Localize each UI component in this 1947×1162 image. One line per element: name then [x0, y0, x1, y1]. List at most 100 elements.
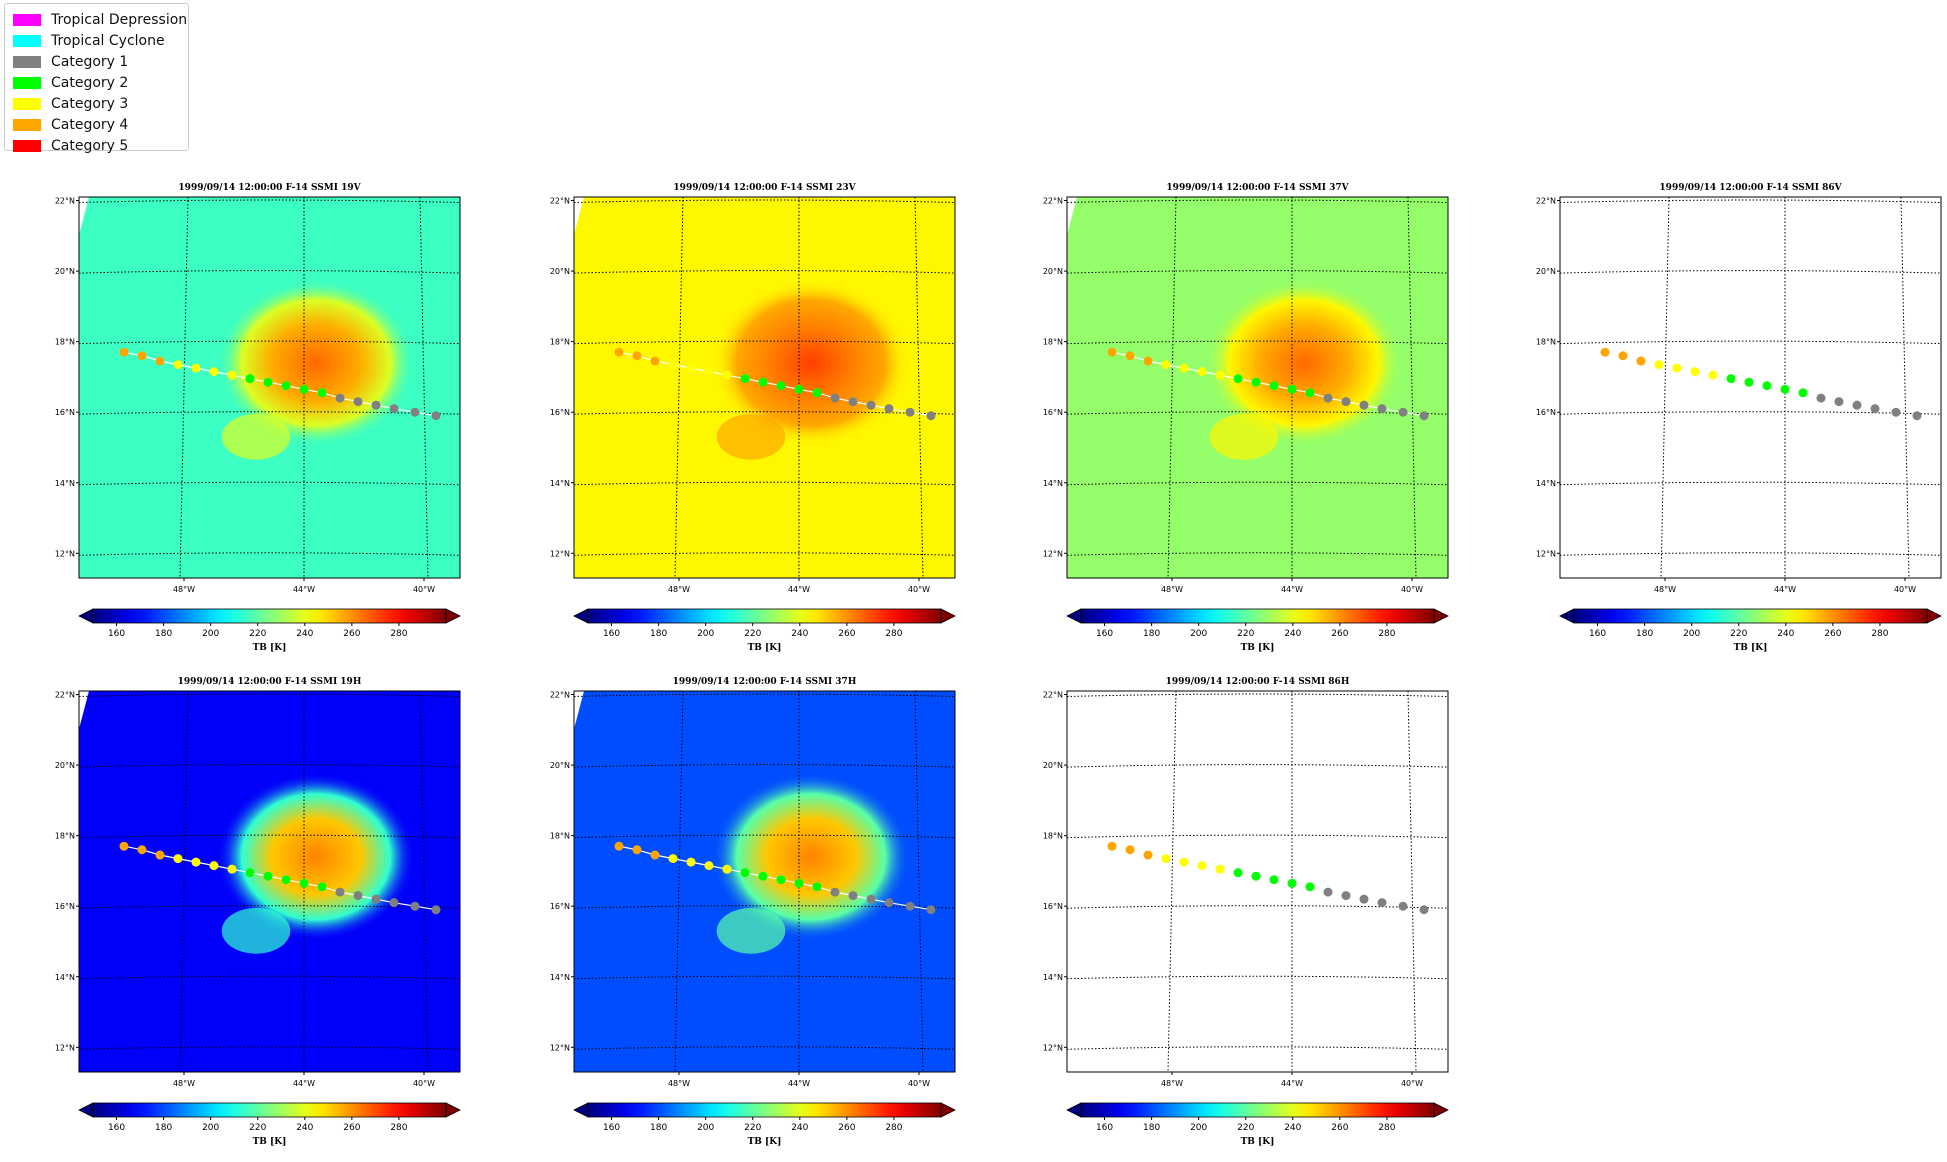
colorbar-max-arrow [940, 1102, 956, 1118]
track-point [1359, 400, 1369, 410]
no-data-corner [79, 197, 89, 235]
track-point [431, 905, 441, 915]
colorbar-min-arrow [573, 1102, 589, 1118]
track-point [281, 875, 291, 885]
colorbar-tick-label: 280 [390, 1123, 407, 1133]
parallel-line [574, 199, 955, 204]
colorbar-tick-label: 160 [108, 1123, 125, 1133]
parallel-line [574, 270, 955, 274]
track-point [740, 868, 750, 878]
track-point [1377, 404, 1387, 414]
track-point [1125, 845, 1135, 855]
track-point [1654, 360, 1664, 370]
colorbar-tick-label: 200 [202, 1123, 219, 1133]
colorbar-tick-label: 220 [249, 629, 266, 639]
track-point [1762, 381, 1772, 391]
track-point [1161, 854, 1171, 864]
track-point [1323, 887, 1333, 897]
colorbar-tick-label: 180 [1143, 1123, 1160, 1133]
track-point [905, 407, 915, 417]
parallel-line [574, 834, 955, 839]
lat-tick-label: 20°N [1536, 267, 1556, 276]
tb-field [1067, 197, 1448, 578]
track-point [1125, 351, 1135, 361]
legend-label: Category 4 [51, 116, 129, 133]
colorbar-tick-label: 260 [343, 1123, 360, 1133]
colorbar-min-arrow [78, 608, 94, 624]
lat-tick-label: 16°N [550, 408, 570, 417]
parallel-line [574, 693, 955, 698]
colorbar-gradient [1081, 609, 1434, 623]
colorbar: 160 180 200 220 240 260 280 TB [K] [1066, 608, 1449, 653]
track-point [245, 868, 255, 878]
parallel-line [1067, 411, 1448, 415]
lat-tick-label: 18°N [550, 832, 570, 841]
lon-tick-label: 40°W [413, 585, 435, 594]
track-point [1726, 374, 1736, 384]
colorbar-tick-label: 220 [744, 1123, 761, 1133]
panel-19H: 1999/09/14 12:00:00 F-14 SSMI 19H 22°N 20°… [55, 677, 461, 1147]
tb-field [79, 197, 460, 578]
parallel-line [574, 411, 955, 415]
track-point [191, 363, 201, 373]
colorbar-tick-label: 180 [155, 1123, 172, 1133]
colorbar: 160 180 200 220 240 260 280 TB [K] [78, 608, 461, 653]
track-point [686, 857, 696, 867]
track-point [1197, 367, 1207, 377]
track-point [1690, 367, 1700, 377]
lon-tick-label: 48°W [1654, 585, 1676, 594]
parallel-line [1560, 270, 1941, 274]
legend-item: Tropical Depression [13, 9, 187, 30]
track-point [1251, 377, 1261, 387]
parallel-line [79, 905, 460, 909]
track-point [191, 857, 201, 867]
track-point [1197, 861, 1207, 871]
parallel-line [1560, 552, 1941, 556]
colorbar-label: TB [K] [1241, 643, 1275, 653]
track-point [119, 347, 129, 357]
parallel-line [79, 411, 460, 415]
lat-tick-label: 14°N [1536, 479, 1556, 488]
parallel-line [574, 1046, 955, 1050]
track-point [1251, 871, 1261, 881]
parallel-line [1067, 834, 1448, 839]
colorbar-tick-label: 200 [697, 1123, 714, 1133]
track-point [1143, 850, 1153, 860]
track-point [830, 393, 840, 403]
colorbar-min-arrow [1066, 1102, 1082, 1118]
panel-title: 1999/09/14 12:00:00 F-14 SSMI 19H [178, 677, 362, 687]
parallel-line [1067, 199, 1448, 204]
parallel-line [574, 764, 955, 768]
colorbar-tick-label: 160 [108, 629, 125, 639]
map-frame [573, 690, 956, 1073]
lat-tick-label: 20°N [550, 761, 570, 770]
track-point [155, 356, 165, 366]
lat-tick-label: 20°N [1043, 761, 1063, 770]
colorbar-gradient [1081, 1103, 1434, 1117]
track-point [704, 367, 714, 377]
lon-tick-label: 44°W [293, 585, 315, 594]
track-point [848, 397, 858, 407]
track-point [1215, 864, 1225, 874]
colorbar-tick-label: 240 [791, 1123, 808, 1133]
colorbar-max-arrow [1926, 608, 1942, 624]
track-point [614, 347, 624, 357]
track-point [1672, 363, 1682, 373]
storm-core [216, 772, 416, 941]
rain-band [716, 908, 786, 954]
track-point [1305, 388, 1315, 398]
parallel-line [1067, 1046, 1448, 1050]
panel-title: 1999/09/14 12:00:00 F-14 SSMI 19V [178, 183, 361, 193]
parallel-line [79, 764, 460, 768]
lat-tick-label: 22°N [1536, 197, 1556, 206]
tb-field [574, 197, 955, 578]
track-point [263, 871, 273, 881]
legend-swatch [13, 139, 41, 152]
colorbar-min-arrow [78, 1102, 94, 1118]
tb-field [79, 691, 460, 1072]
colorbar-label: TB [K] [748, 1137, 782, 1147]
colorbar-tick-label: 200 [1190, 1123, 1207, 1133]
parallel-line [1560, 481, 1941, 486]
track-point [884, 898, 894, 908]
lat-tick-label: 16°N [1536, 408, 1556, 417]
